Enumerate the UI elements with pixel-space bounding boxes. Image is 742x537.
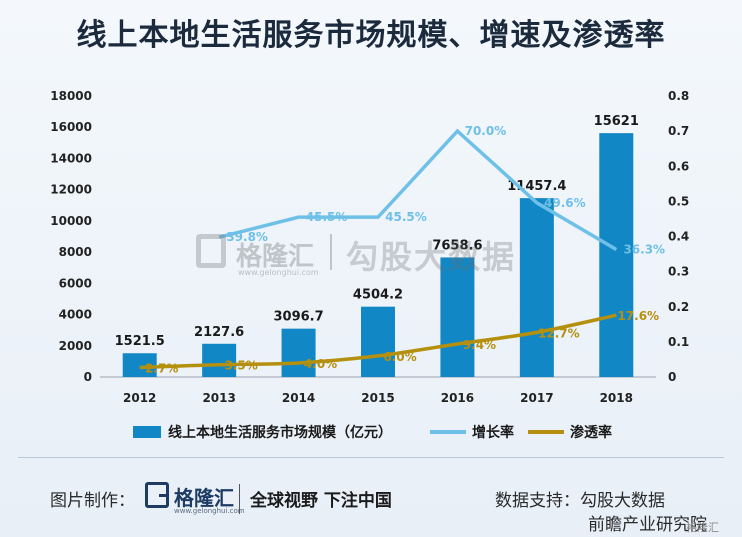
y-right-tick-label: 0.4	[668, 230, 689, 244]
bar	[202, 343, 237, 377]
bar	[361, 306, 395, 377]
combo-chart: 0 2000 4000 6000 8000 10000 12000 14000 16000 180…	[50, 89, 689, 441]
footer-support-source2: 前瞻产业研究院	[588, 515, 707, 535]
penetration-rate-label: 2.7%	[145, 362, 178, 376]
penetration-rate-label: 17.6%	[617, 309, 659, 323]
legend-label-penetration: 渗透率	[570, 424, 612, 441]
growth-rate-label: 45.5%	[306, 210, 348, 224]
growth-rate-label: 39.8%	[226, 230, 268, 244]
bar-value-label: 4504.2	[353, 288, 403, 303]
y-right-tick-label: 0.7	[668, 124, 689, 138]
penetration-rate-label: 6.0%	[383, 350, 416, 364]
x-tick-label: 2016	[441, 391, 474, 405]
x-tick-label: 2017	[520, 391, 553, 405]
y-left-tick-label: 16000	[50, 120, 92, 134]
y-right-tick-label: 0.8	[668, 89, 689, 103]
growth-rate-label: 36.3%	[623, 242, 665, 256]
y-left-tick-label: 4000	[59, 308, 92, 322]
growth-rate-line	[218, 128, 618, 252]
y-left-tick-label: 18000	[50, 89, 92, 103]
bar	[440, 257, 475, 377]
footer-support-source1: 勾股大数据	[580, 491, 665, 511]
footer-separator	[239, 484, 240, 514]
legend-label-growth: 增长率	[472, 424, 514, 441]
growth-rate-label: 70.0%	[465, 124, 507, 138]
watermark-logo-icon	[196, 234, 226, 268]
x-tick-label: 2013	[202, 391, 235, 405]
y-right-tick-label: 0.2	[668, 300, 689, 314]
footer-support: 数据支持：勾股大数据	[495, 486, 665, 511]
corner-watermark: 格隆汇	[686, 521, 719, 534]
brand-logo-icon	[145, 482, 169, 508]
y-left-tick-label: 12000	[50, 183, 92, 197]
x-tick-label: 2018	[600, 391, 633, 405]
footer-divider	[18, 457, 724, 458]
x-tick-label: 2014	[282, 391, 315, 405]
footer-site: www.gelonghui.com	[174, 507, 245, 515]
bar-value-label: 2127.6	[194, 325, 244, 340]
y-left-tick-label: 0	[84, 370, 92, 384]
penetration-rate-label: 4.0%	[304, 357, 337, 371]
bar	[599, 133, 634, 377]
watermark-site: www.gelonghui.com	[238, 268, 319, 277]
growth-rate-label: 45.5%	[385, 210, 427, 224]
footer-made-label: 图片制作：	[50, 491, 135, 511]
legend-swatch-bar	[133, 426, 161, 438]
y-left-tick-label: 8000	[59, 245, 92, 259]
x-tick-label: 2015	[361, 391, 394, 405]
penetration-rate-line	[139, 313, 617, 370]
y-right-tick-label: 0.1	[668, 335, 689, 349]
bar-value-label: 1521.5	[115, 334, 165, 349]
growth-rate-label: 49.6%	[544, 196, 586, 210]
footer: 图片制作： 格隆汇 www.gelonghui.com 全球视野 下注中国 数据…	[0, 470, 742, 537]
y-left-tick-label: 10000	[50, 214, 92, 228]
bar-value-label: 7658.6	[432, 238, 482, 253]
bar	[519, 198, 554, 377]
y-left-tick-label: 14000	[50, 151, 92, 165]
penetration-rate-label: 9.4%	[463, 338, 496, 352]
footer-slogan: 全球视野 下注中国	[250, 491, 392, 511]
bar-value-label: 11457.4	[507, 179, 566, 194]
bar-value-label: 15621	[594, 114, 639, 129]
chart-area: 0 2000 4000 6000 8000 10000 12000 14000 16000 180…	[0, 70, 742, 459]
y-left-tick-label: 6000	[59, 276, 92, 290]
x-tick-label: 2012	[123, 391, 156, 405]
legend-label-bar: 线上本地生活服务市场规模（亿元）	[168, 424, 392, 441]
bar	[281, 328, 316, 377]
y-right-tick-label: 0	[668, 370, 676, 384]
bar-value-label: 3096.7	[273, 310, 323, 325]
penetration-rate-label: 3.5%	[225, 359, 258, 373]
y-right-tick-label: 0.6	[668, 159, 689, 173]
footer-support-label: 数据支持：	[495, 491, 580, 511]
bar	[122, 353, 157, 377]
penetration-rate-label: 12.7%	[538, 326, 580, 340]
watermark-separator	[330, 234, 332, 270]
footer-brand: 格隆汇	[174, 486, 234, 510]
watermark-brand: 格隆汇	[236, 242, 315, 272]
y-right-tick-label: 0.3	[668, 265, 689, 279]
y-left-tick-label: 2000	[59, 339, 92, 353]
watermark-name: 勾股大数据	[346, 238, 517, 276]
y-right-tick-label: 0.5	[668, 194, 689, 208]
chart-title: 线上本地生活服务市场规模、增速及渗透率	[76, 18, 666, 53]
